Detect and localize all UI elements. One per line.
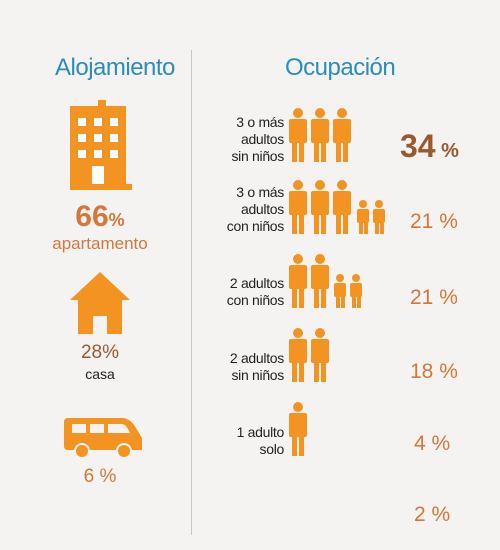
van-icon	[64, 414, 144, 458]
column-divider	[191, 50, 192, 535]
occupancy-label-1: 3 o más adultos sin niños	[231, 114, 284, 164]
people-group-5	[288, 402, 310, 456]
adult-icons	[289, 108, 351, 162]
house-value: 28%	[80, 342, 120, 363]
building-icon	[70, 100, 132, 190]
occupancy-value-2: 21 %	[410, 210, 458, 233]
people-group-4	[288, 328, 332, 382]
heading-occupancy: Ocupación	[285, 54, 396, 81]
occupancy-value-1: 34 %	[400, 128, 459, 164]
occupancy-label-2: 3 o más adultos con niños	[226, 184, 285, 234]
adult-icon	[289, 402, 307, 456]
occupancy-value-6: 2 %	[414, 503, 451, 526]
heading-accommodation: Alojamiento	[55, 54, 175, 81]
house-icon	[70, 272, 130, 334]
occupancy-value-5: 4 %	[414, 432, 451, 455]
occupancy-label-3: 2 adultos con niños	[226, 275, 285, 308]
adult-child-icons	[289, 254, 362, 308]
occupancy-label-5: 1 adulto solo	[236, 424, 285, 457]
house-label: casa	[85, 366, 115, 382]
people-group-1	[288, 108, 354, 162]
occupancy-value-3: 21 %	[410, 286, 458, 309]
van-value: 6 %	[83, 466, 117, 487]
apartment-label: apartamento	[52, 234, 148, 253]
occupancy-label-4: 2 adultos sin niños	[229, 350, 284, 383]
occupancy-value-4: 18 %	[410, 360, 458, 383]
people-group-3	[288, 254, 368, 308]
adult-icons	[289, 328, 329, 382]
people-group-2	[288, 180, 390, 234]
adult-child-icons	[289, 180, 385, 234]
apartment-value: 66%	[75, 200, 125, 233]
